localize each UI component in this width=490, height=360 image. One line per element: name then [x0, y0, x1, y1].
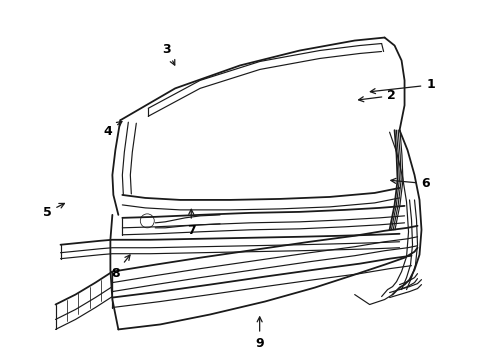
Text: 2: 2 — [359, 89, 396, 102]
Text: 6: 6 — [391, 177, 430, 190]
Text: 8: 8 — [111, 255, 130, 280]
Text: 3: 3 — [163, 42, 175, 65]
Text: 7: 7 — [187, 209, 196, 237]
Text: 5: 5 — [43, 203, 64, 219]
Text: 4: 4 — [104, 122, 122, 138]
Text: 1: 1 — [370, 78, 435, 94]
Text: 9: 9 — [255, 317, 264, 350]
